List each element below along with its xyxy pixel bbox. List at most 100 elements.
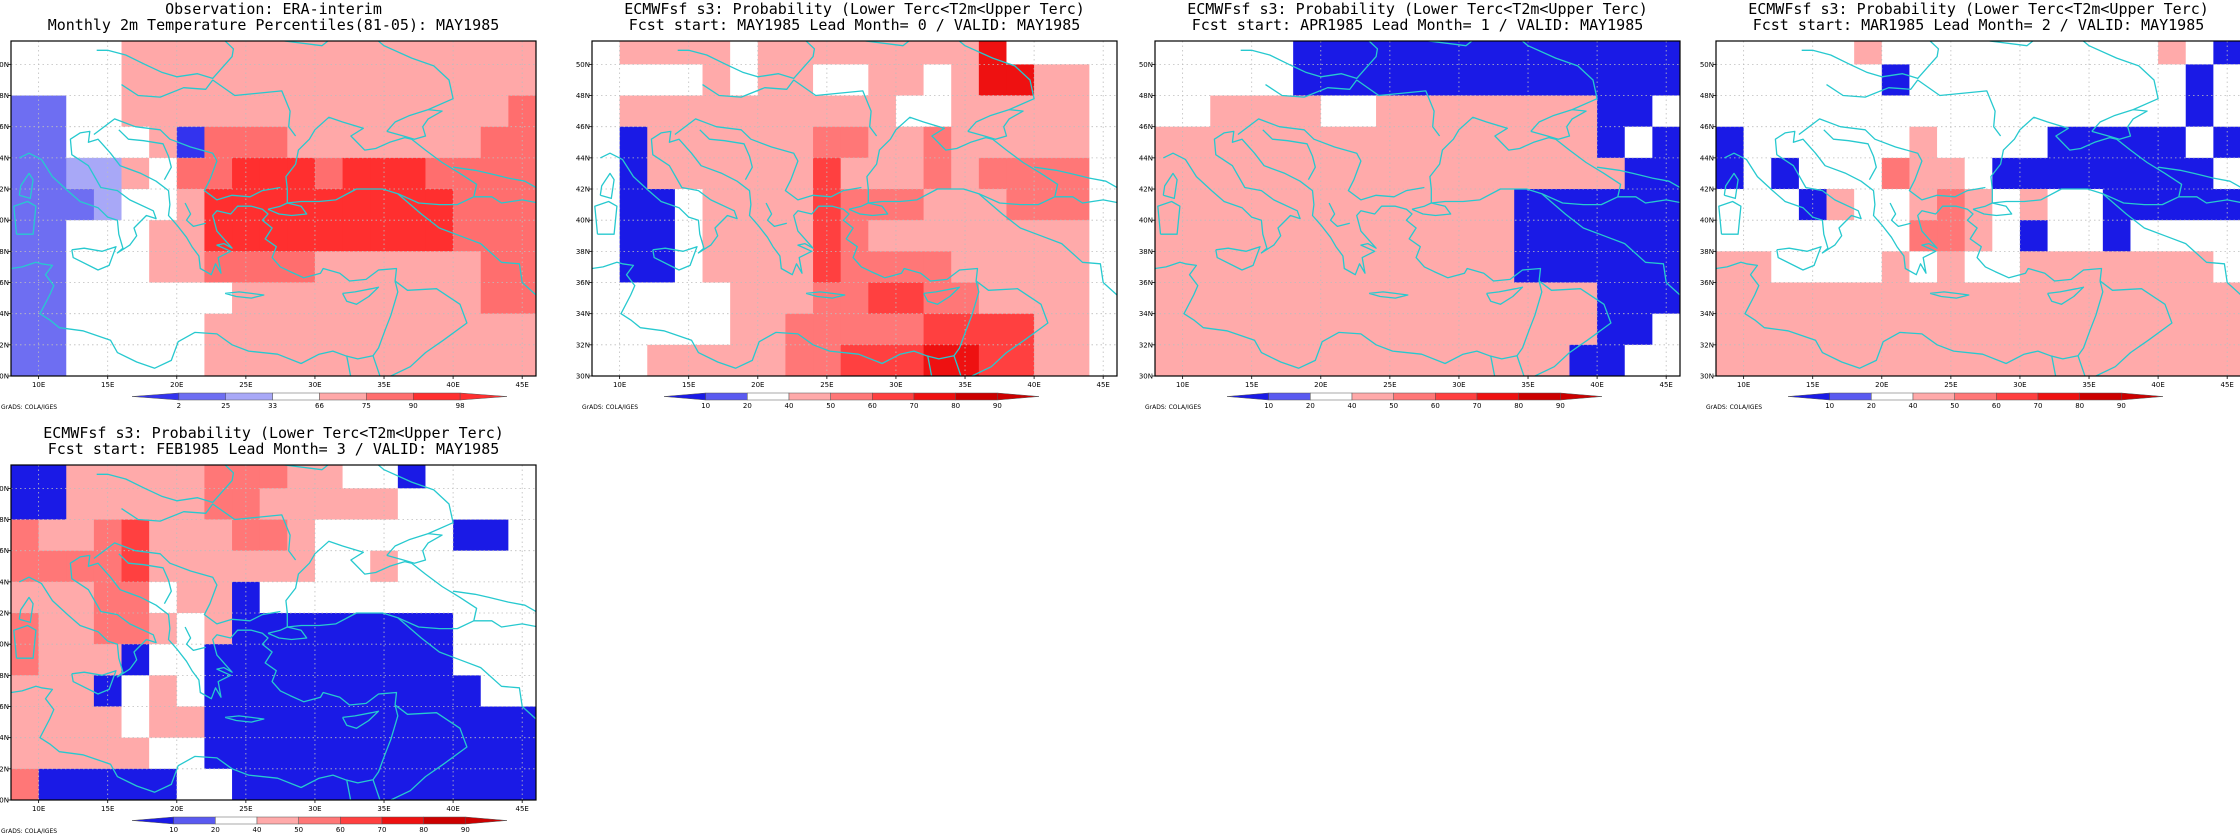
- lat-tick-label: 42N: [1139, 186, 1153, 194]
- grid-cell: [38, 64, 67, 97]
- grid-cell: [38, 737, 67, 770]
- grid-cell: [1155, 251, 1184, 284]
- grid-cell: [176, 157, 205, 190]
- grid-cell: [1909, 95, 1938, 128]
- grid-cell: [1881, 126, 1910, 159]
- grid-cell: [287, 95, 316, 128]
- lon-tick-label: 30E: [308, 381, 321, 389]
- grid-cell: [1743, 64, 1772, 97]
- coastline: [71, 246, 117, 271]
- grid-cell: [2019, 64, 2049, 97]
- grid-cell: [1716, 282, 1745, 315]
- coastlines: [1716, 41, 2240, 376]
- grid-cell: [1403, 95, 1432, 128]
- grid-cell: [342, 519, 371, 552]
- colorbar-label: 80: [951, 402, 960, 410]
- panel-lead1: ECMWFsf s3: Probability (Lower Terc<T2m<…: [1139, 0, 1681, 411]
- grid-cell: [2102, 251, 2131, 284]
- grid-cell: [149, 344, 178, 377]
- grid-cell: [757, 189, 786, 221]
- coastline: [2047, 286, 2085, 305]
- grid-cell: [1569, 251, 1598, 284]
- lon-tick-label: 30E: [889, 381, 902, 389]
- grid-cell: [1964, 64, 1993, 97]
- colorbar-segment: [872, 392, 915, 401]
- grid-cell: [1293, 313, 1322, 346]
- grid-cell: [11, 282, 40, 315]
- grid-cell: [895, 157, 925, 190]
- grid-cell: [647, 344, 676, 377]
- grid-cell: [1597, 251, 1626, 284]
- coastline: [1716, 130, 2104, 369]
- grid-cell: [397, 41, 426, 65]
- grid-cell: [1458, 41, 1488, 65]
- grid-cell: [204, 126, 233, 159]
- grid-cell: [2047, 64, 2076, 97]
- lat-tick-label: 44N: [0, 154, 9, 162]
- grid-cell: [730, 251, 759, 284]
- grid-cell: [2213, 344, 2240, 377]
- grads-credit: GrADS: COLA/IGES: [582, 404, 638, 411]
- grid-cell: [2075, 220, 2104, 252]
- panel-title: ECMWFsf s3: Probability (Lower Terc<T2m<…: [43, 424, 504, 442]
- grid-cell: [1514, 41, 1543, 65]
- grid-cell: [702, 220, 731, 252]
- grid-cell: [1964, 313, 1993, 346]
- grid-cell: [1826, 189, 1855, 221]
- grid-cell: [508, 220, 537, 252]
- grid-cell: [2185, 126, 2214, 159]
- grid-cell: [1992, 95, 2021, 128]
- grid-cell: [923, 220, 952, 252]
- grid-cell: [453, 706, 482, 739]
- grid-cell: [11, 706, 40, 739]
- grid-cell: [1826, 41, 1855, 65]
- grid-cell: [38, 550, 67, 583]
- grid-cell: [1348, 282, 1377, 315]
- grid-cell: [121, 189, 150, 221]
- colorbar-label: 10: [1264, 402, 1273, 410]
- colorbar-label: 25: [221, 402, 230, 410]
- grid-cell: [2019, 189, 2049, 221]
- grid-cell: [314, 344, 344, 377]
- grid-cell: [1182, 313, 1211, 346]
- grid-cell: [1486, 95, 1515, 128]
- grid-cell: [1089, 189, 1118, 221]
- grid-cell: [93, 189, 123, 221]
- grid-cell: [2185, 64, 2214, 97]
- grid-cell: [1155, 126, 1184, 159]
- grid-cell: [453, 95, 482, 128]
- grid-cell: [619, 251, 648, 284]
- grid-cell: [397, 613, 426, 645]
- grid-cell: [2130, 313, 2159, 346]
- grid-cell: [370, 220, 399, 252]
- panel-subtitle: Fcst start: MAR1985 Lead Month= 2 / VALI…: [1753, 16, 2205, 34]
- lat-tick-label: 38N: [0, 248, 9, 256]
- lat-tick-label: 46N: [1700, 123, 1714, 131]
- grid-cell: [2185, 313, 2214, 346]
- grid-cell: [66, 581, 95, 614]
- grid-cell: [2019, 41, 2049, 65]
- lon-tick-label: 35E: [1521, 381, 1534, 389]
- grid-cell: [1541, 220, 1570, 252]
- coastline: [386, 108, 443, 140]
- graticule: [1155, 41, 1680, 376]
- coastline: [1516, 355, 1525, 376]
- coastline: [390, 280, 468, 376]
- grid-cell: [978, 157, 1007, 190]
- grid-cell: [204, 282, 233, 315]
- grid-cell: [287, 64, 316, 97]
- grid-cell: [978, 344, 1007, 377]
- grid-cell: [66, 768, 95, 801]
- grid-cell: [149, 675, 178, 708]
- grid-cell: [176, 220, 205, 252]
- panel-lead3: ECMWFsf s3: Probability (Lower Terc<T2m<…: [0, 424, 537, 835]
- grid-cell: [1854, 220, 1883, 252]
- grid-cell: [1881, 157, 1910, 190]
- colorbar-label: 10: [1825, 402, 1834, 410]
- grid-cell: [1237, 41, 1267, 65]
- coastline: [927, 355, 933, 376]
- grid-cell: [1716, 344, 1745, 377]
- grid-cell: [2047, 95, 2076, 128]
- grid-cell: [1909, 157, 1938, 190]
- colorbar-label: 40: [253, 826, 262, 834]
